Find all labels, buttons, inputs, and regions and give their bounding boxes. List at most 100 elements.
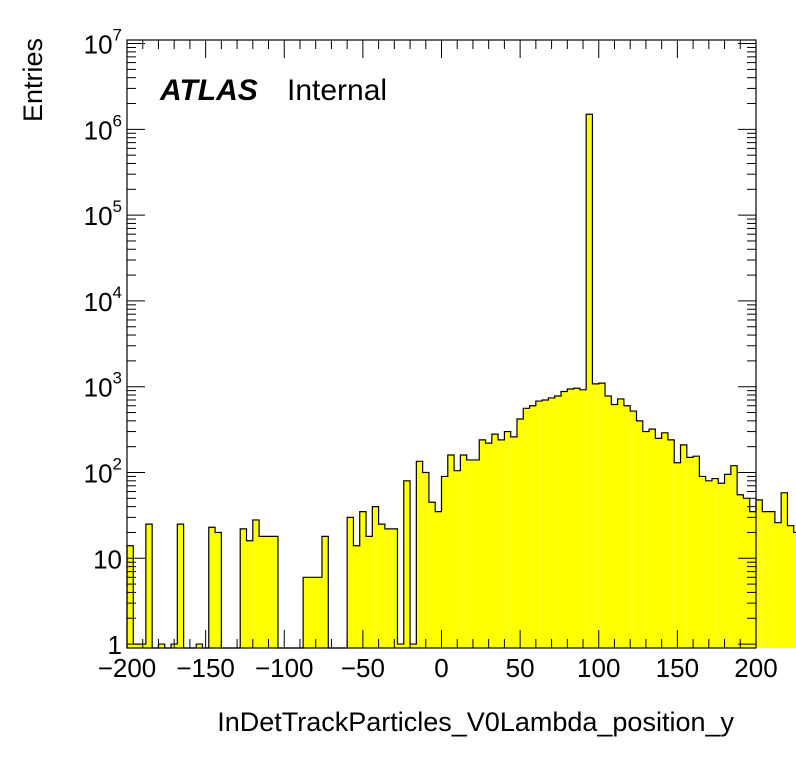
- histogram-bin: [498, 439, 505, 648]
- histogram-bin: [535, 401, 543, 648]
- y-tick-label: 103: [84, 369, 122, 403]
- histogram-bin: [655, 438, 662, 648]
- histogram-bin: [554, 395, 562, 648]
- histogram-bin: [548, 397, 555, 648]
- histogram-bin: [196, 644, 203, 648]
- histogram-bin: [403, 480, 411, 648]
- histogram-bin: [246, 540, 253, 648]
- histogram-bin: [303, 577, 310, 648]
- histogram-bin: [686, 457, 694, 648]
- histogram-bin: [347, 517, 354, 648]
- histogram-bin: [598, 383, 606, 648]
- histogram-bin: [529, 405, 536, 648]
- histogram-bin: [768, 511, 775, 648]
- y-tick-label: 107: [84, 26, 122, 60]
- histogram-bin: [711, 478, 719, 648]
- x-tick-label: 100: [577, 653, 620, 683]
- histogram-bin: [586, 114, 593, 648]
- histogram-bin: [485, 443, 492, 648]
- histogram-bin: [460, 454, 467, 648]
- histogram-bin: [573, 388, 580, 648]
- histogram-bin: [372, 506, 379, 648]
- histogram-bin: [265, 536, 272, 648]
- histogram-bin: [649, 429, 656, 648]
- histogram-bin: [208, 527, 216, 648]
- histogram-bin: [397, 644, 404, 648]
- histogram-bin: [384, 528, 392, 648]
- x-tick-label: 50: [506, 653, 535, 683]
- histogram-bin: [630, 411, 637, 648]
- y-tick-label: 102: [84, 454, 122, 488]
- histogram-bin: [410, 644, 417, 648]
- histogram-bin: [667, 439, 675, 648]
- histogram-bin: [592, 383, 599, 648]
- histogram-bin: [177, 524, 184, 648]
- histogram-bin: [737, 494, 744, 648]
- histogram-bin: [756, 499, 763, 648]
- histogram-bin: [422, 472, 429, 648]
- y-tick-label: 10: [93, 544, 122, 574]
- histogram-bin: [642, 431, 650, 648]
- atlas-label: ATLAS: [159, 74, 258, 107]
- y-axis-label: Entries: [18, 38, 48, 122]
- histogram-bin: [479, 439, 486, 648]
- x-tick-label: 0: [434, 653, 448, 683]
- x-tick-labels: −200 −150 −100 −50 0 50 100 150 200: [98, 653, 778, 683]
- y-tick-label: 1: [108, 630, 122, 660]
- histogram-bin: [127, 545, 134, 648]
- histogram-bin: [391, 528, 398, 648]
- histogram-bin: [516, 419, 524, 648]
- histogram-bin: [699, 476, 706, 648]
- x-tick-label: −100: [255, 653, 314, 683]
- x-tick-label: 200: [734, 653, 777, 683]
- ticks-layer: [126, 40, 757, 648]
- histogram-bin: [240, 528, 247, 648]
- x-tick-label: 150: [656, 653, 699, 683]
- histogram-bin: [428, 502, 436, 648]
- histogram-bin: [271, 536, 278, 648]
- histogram-bin: [435, 511, 442, 648]
- histogram-bin: [416, 461, 423, 648]
- histogram-bin: [491, 434, 499, 648]
- histogram-bin: [623, 405, 631, 648]
- histogram-bin: [674, 462, 681, 648]
- histogram-bin: [252, 519, 260, 648]
- histogram-bin: [466, 459, 473, 648]
- histogram-bin: [693, 456, 700, 648]
- histogram-bin: [523, 408, 530, 648]
- histogram-bin: [353, 545, 360, 648]
- histogram-bin: [378, 524, 385, 648]
- x-tick-label: −200: [98, 653, 157, 683]
- histogram-bin: [158, 644, 165, 648]
- bars-layer: [127, 114, 796, 648]
- y-tick-labels: 1 10 102 103 104 105 106 107: [84, 26, 122, 661]
- histogram-bin: [680, 444, 687, 648]
- histogram-bin: [542, 399, 549, 648]
- histogram-bin: [724, 474, 731, 648]
- histogram-bin: [447, 454, 455, 648]
- histogram-bin: [133, 644, 140, 648]
- y-tick-label: 106: [84, 111, 122, 145]
- histogram-bin: [787, 525, 794, 648]
- histogram-bin: [718, 483, 725, 648]
- histogram-bin: [504, 431, 511, 648]
- histogram-bin: [309, 577, 316, 648]
- x-tick-label: −50: [341, 653, 385, 683]
- histogram-bin: [611, 404, 618, 648]
- histogram-bin: [636, 420, 643, 648]
- histogram-bin: [441, 476, 448, 648]
- histogram-bin: [567, 389, 574, 648]
- internal-label: Internal: [287, 74, 387, 107]
- x-axis-label: InDetTrackParticles_V0Lambda_position_y: [217, 707, 734, 737]
- histogram-bin: [366, 536, 373, 648]
- histogram-bin: [561, 391, 568, 648]
- x-tick-label: −150: [176, 653, 235, 683]
- histogram-bin: [579, 389, 587, 648]
- histogram-bin: [605, 395, 612, 648]
- histogram-bin: [793, 532, 796, 648]
- histogram-bin: [315, 577, 322, 648]
- histogram-bin: [705, 480, 712, 648]
- histogram-bin: [730, 465, 738, 648]
- y-tick-label: 105: [84, 197, 122, 231]
